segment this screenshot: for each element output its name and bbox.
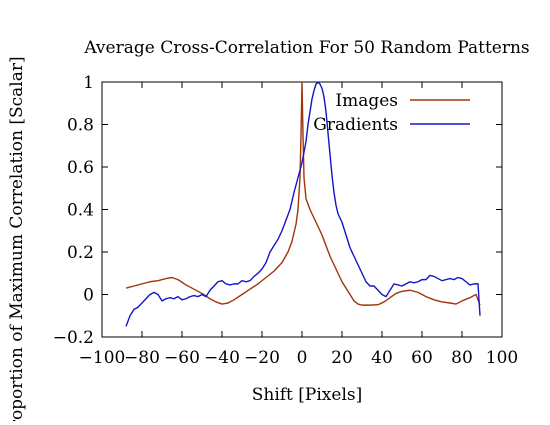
plot-frame bbox=[101, 81, 503, 338]
x-tick-label: −20 bbox=[244, 348, 280, 368]
x-axis-label: Shift [Pixels] bbox=[252, 385, 363, 405]
x-tick-label: 80 bbox=[451, 348, 473, 368]
x-tick-label: 20 bbox=[331, 348, 353, 368]
chart-title: Average Cross-Correlation For 50 Random … bbox=[83, 38, 529, 58]
y-tick-label: 0.6 bbox=[67, 158, 94, 178]
y-axis-label: Proportion of Maximum Correlation [Scala… bbox=[7, 56, 27, 421]
x-tick-label: 60 bbox=[411, 348, 433, 368]
x-tick-label: 40 bbox=[371, 348, 393, 368]
x-tick-label: −100 bbox=[79, 348, 126, 368]
x-tick-label: −60 bbox=[164, 348, 200, 368]
y-tick-label: 0.4 bbox=[67, 201, 94, 221]
y-tick-label: 0.2 bbox=[67, 243, 94, 263]
legend-label-gradients: Gradients bbox=[313, 115, 398, 135]
y-tick-label: 1 bbox=[83, 73, 94, 93]
x-tick-label: 0 bbox=[297, 348, 308, 368]
y-tick-label: 0 bbox=[83, 286, 94, 306]
series-line-gradients bbox=[125, 81, 481, 327]
x-tick-label: −80 bbox=[124, 348, 160, 368]
series-line-images bbox=[125, 81, 481, 306]
plot-area: −100−80 −60 −40 −20 0 20 40 60 80 100 −0.2 0 0.2 0.4 0… bbox=[53, 73, 519, 368]
legend-label-images: Images bbox=[335, 91, 398, 111]
y-tick-label: −0.2 bbox=[53, 328, 94, 348]
x-tick-label: −40 bbox=[204, 348, 240, 368]
y-tick-label: 0.8 bbox=[67, 116, 94, 136]
x-tick-label: 100 bbox=[486, 348, 518, 368]
